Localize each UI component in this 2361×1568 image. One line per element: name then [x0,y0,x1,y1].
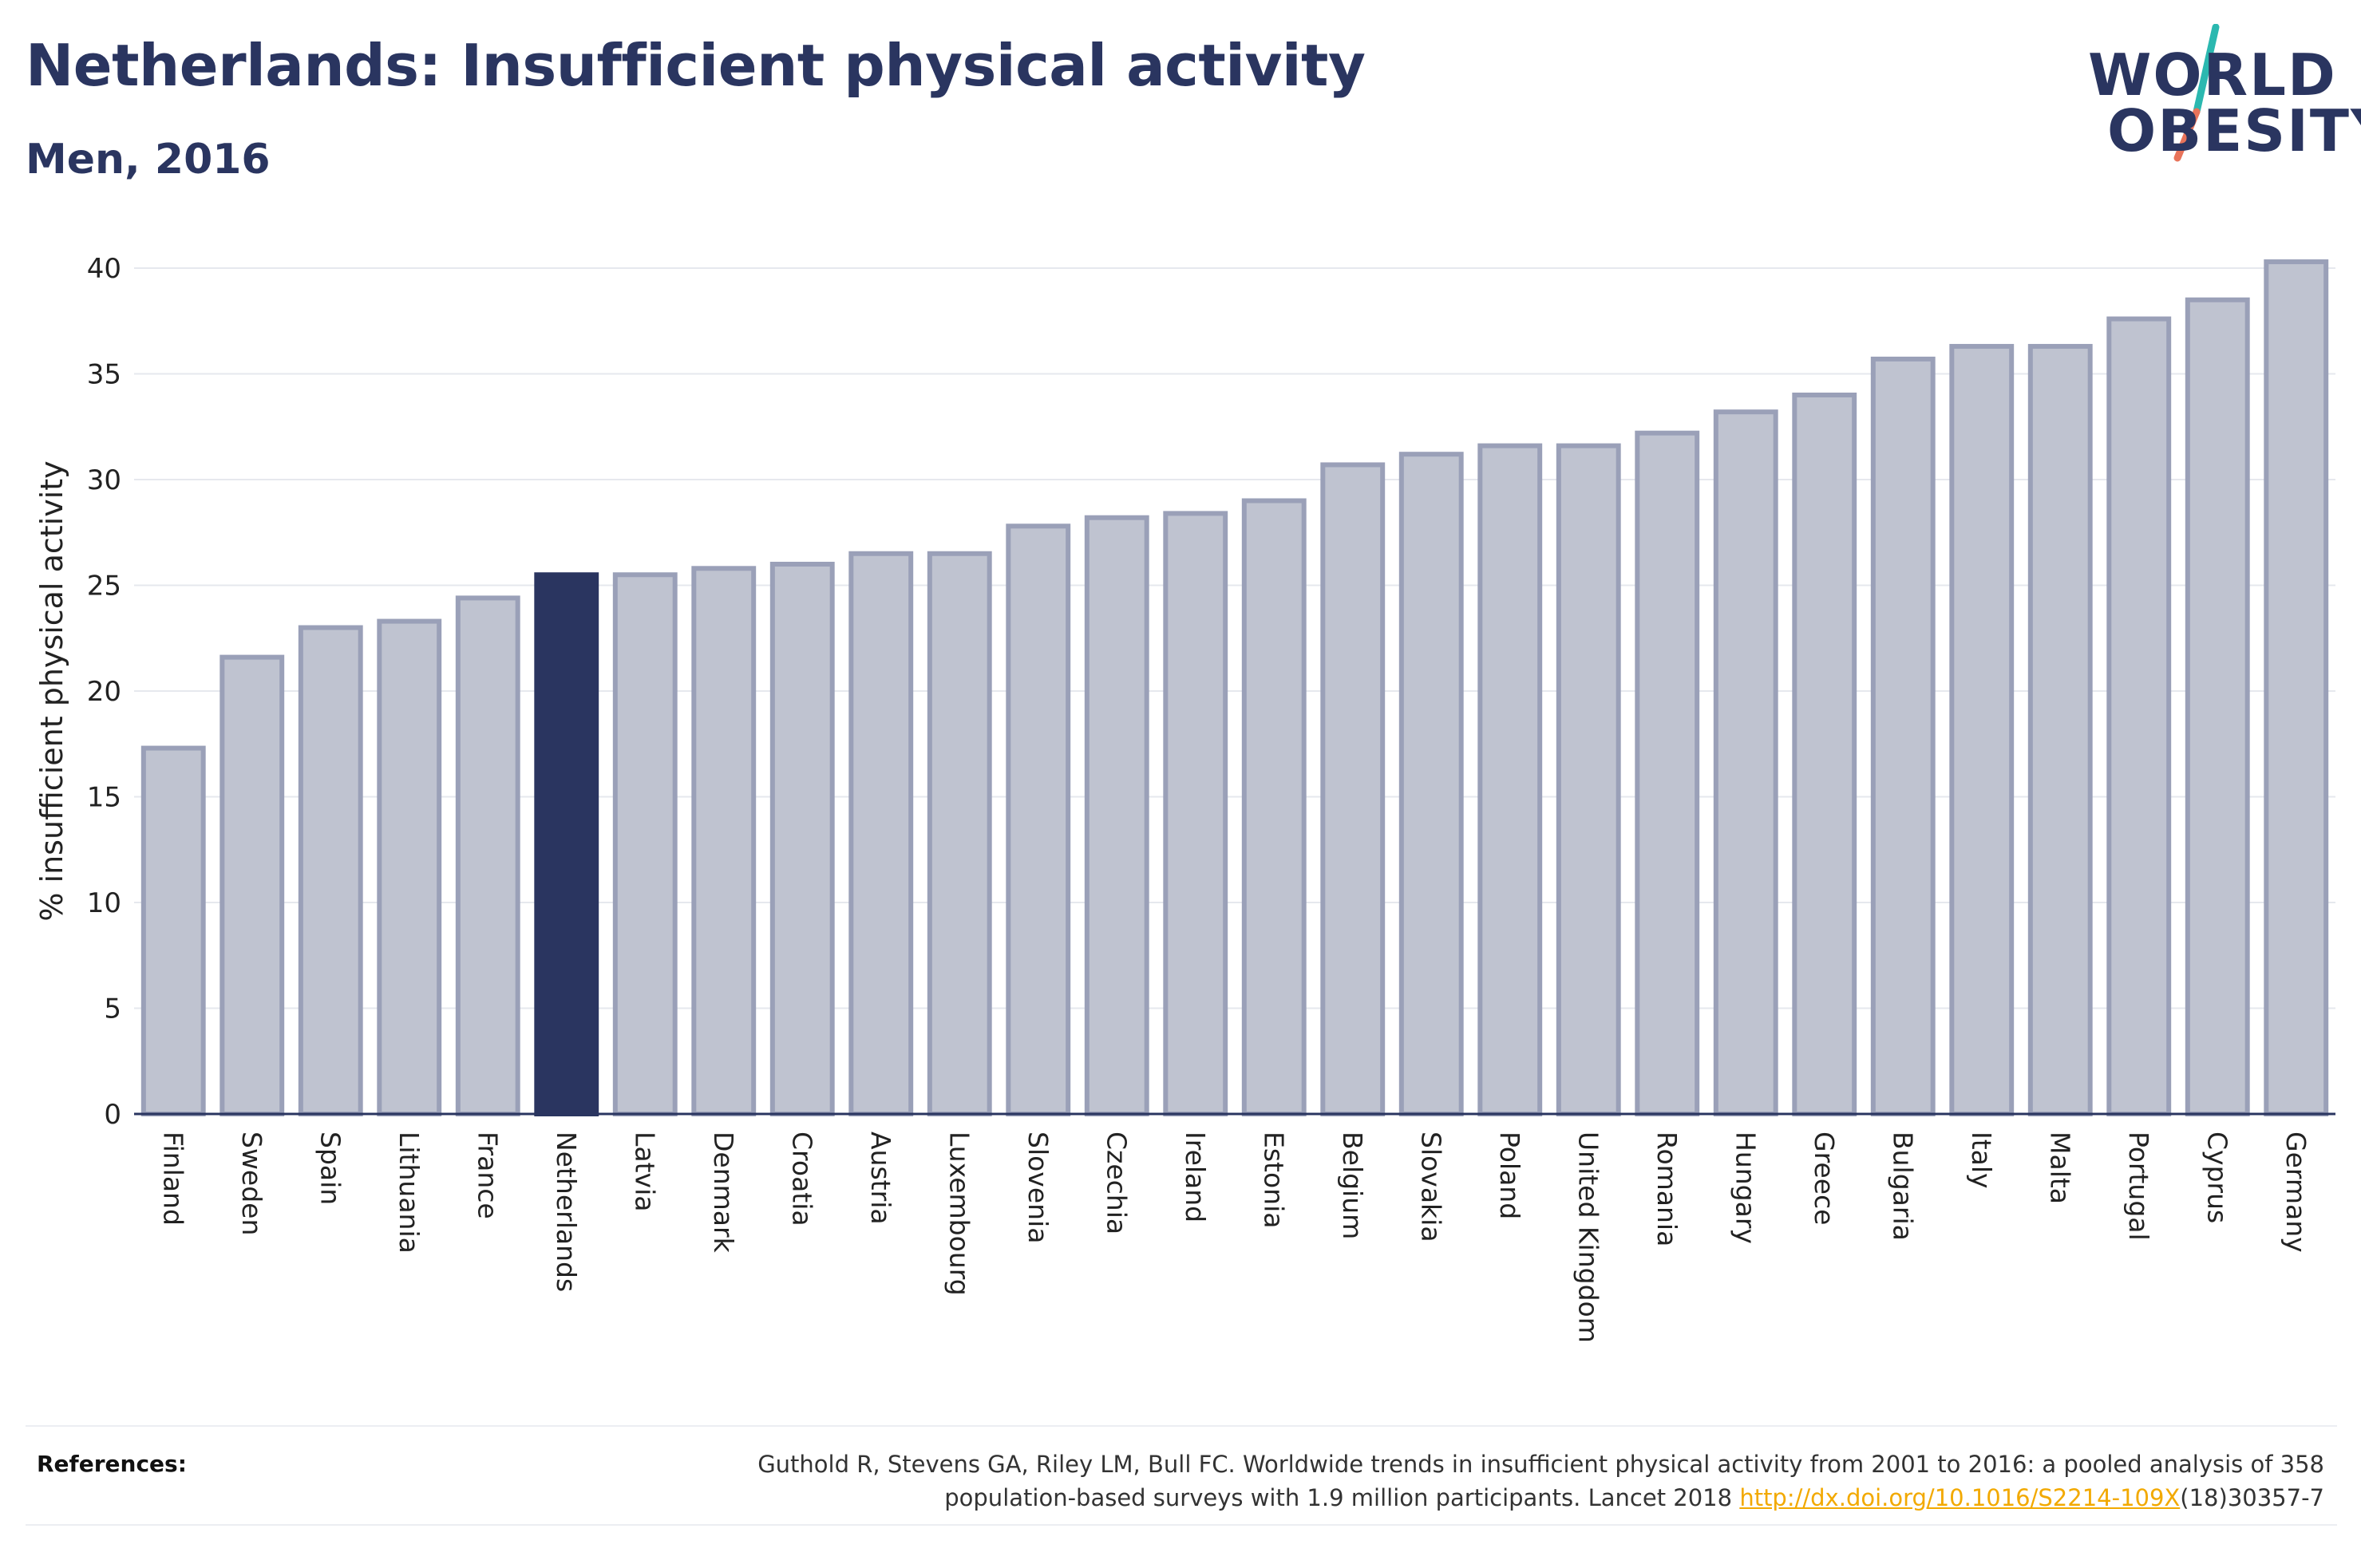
bar-spain [298,625,363,1116]
bar-bulgaria [1870,356,1936,1116]
bar-italy [1949,344,2015,1116]
x-tick-label: Portugal [2123,1132,2154,1241]
bar-malta [2027,344,2093,1116]
bar-sweden [219,654,285,1116]
bar-ireland [1163,511,1228,1116]
x-tick-label: Slovenia [1022,1132,1054,1243]
bar-latvia [612,572,678,1116]
x-tick-label: Croatia [786,1132,817,1226]
reference-line-2-prefix: population-based surveys with 1.9 millio… [944,1484,1740,1511]
x-tick-label: Sweden [236,1132,267,1235]
references-top-divider [26,1425,2337,1427]
references-text: Guthold R, Stevens GA, Riley LM, Bull FC… [488,1448,2324,1515]
bar-slovenia [1006,523,1071,1116]
references-bottom-divider [26,1524,2337,1526]
x-tick-label: Ireland [1180,1132,1211,1222]
bar-luxembourg [927,551,992,1116]
x-tick-label: Greece [1809,1132,1840,1225]
x-tick-label: Latvia [629,1132,660,1211]
x-tick-label: Malta [2044,1132,2075,1204]
y-tick-label: 5 [104,993,121,1025]
x-tick-label: Finland [157,1132,188,1226]
y-tick-label: 35 [87,359,121,391]
bar-hungary [1713,409,1778,1116]
y-tick-label: 0 [104,1099,121,1131]
bar-netherlands [534,572,599,1116]
reference-doi-link[interactable]: http://dx.doi.org/10.1016/S2214-109X [1739,1484,2181,1511]
x-tick-label: Italy [1966,1132,1997,1189]
x-tick-label: Estonia [1258,1132,1289,1228]
tick-labels: 0 5 10 15 20 25 30 35 40 % insufficient physical … [34,253,2312,1343]
x-tick-label: Lithuania [394,1132,425,1254]
x-tick-label: Poland [1494,1132,1525,1219]
bars [140,259,2329,1117]
x-tick-label: Denmark [708,1132,739,1254]
y-tick-label: 10 [87,887,121,919]
y-tick-label: 30 [87,464,121,496]
x-tick-label: United Kingdom [1572,1132,1604,1343]
bar-greece [1792,393,1857,1116]
bar-slovakia [1398,452,1464,1116]
x-tick-label: France [472,1132,503,1219]
x-tick-label: Luxembourg [943,1132,975,1296]
x-tick-label: Romania [1651,1132,1683,1246]
bar-cyprus [2185,297,2250,1116]
bar-denmark [691,566,757,1116]
chart-subtitle: Men, 2016 [26,136,271,184]
x-tick-label: Slovakia [1415,1132,1446,1242]
reference-line-1: Guthold R, Stevens GA, Riley LM, Bull FC… [757,1451,2324,1478]
bar-germany [2264,259,2329,1116]
chart-title: Netherlands: Insufficient physical activ… [26,32,1366,99]
x-tick-label: Bulgaria [1887,1132,1918,1241]
y-tick-label: 40 [87,253,121,285]
logo-slash-teal [2193,24,2220,116]
bar-austria [848,551,914,1116]
x-tick-label: Austria [865,1132,896,1225]
x-tick-label: Germany [2280,1132,2312,1253]
world-obesity-logo: WORLD OBESITY [2075,24,2361,176]
logo-slash-icon [2173,24,2220,162]
logo-slash-coral [2173,108,2201,162]
x-tick-label: Czechia [1101,1132,1132,1234]
bar-france [455,595,520,1116]
x-tick-label: Belgium [1337,1132,1368,1239]
bar-finland [140,745,206,1116]
x-tick-label: Netherlands [551,1132,582,1292]
references-label: References: [37,1451,187,1477]
x-tick-label: Spain [314,1132,346,1205]
bar-belgium [1320,462,1386,1116]
bar-poland [1477,443,1543,1116]
bar-chart: 0 5 10 15 20 25 30 35 40 % insufficient physical … [34,253,2335,1343]
bar-portugal [2106,316,2172,1117]
bar-united-kingdom [1556,443,1621,1116]
reference-line-2-suffix: (18)30357-7 [2180,1484,2324,1511]
bar-estonia [1241,498,1307,1116]
y-axis-label: % insufficient physical activity [34,460,69,921]
bar-romania [1635,430,1700,1116]
bar-czechia [1084,515,1149,1116]
bar-croatia [769,562,835,1116]
x-tick-label: Hungary [1730,1132,1761,1244]
y-tick-label: 20 [87,676,121,708]
logo-word-world: WORLD [2088,41,2337,109]
y-tick-label: 25 [87,571,121,602]
y-tick-label: 15 [87,782,121,814]
logo-word-obesity: OBESITY [2107,97,2361,164]
x-tick-label: Cyprus [2201,1132,2232,1223]
bar-lithuania [377,618,442,1116]
